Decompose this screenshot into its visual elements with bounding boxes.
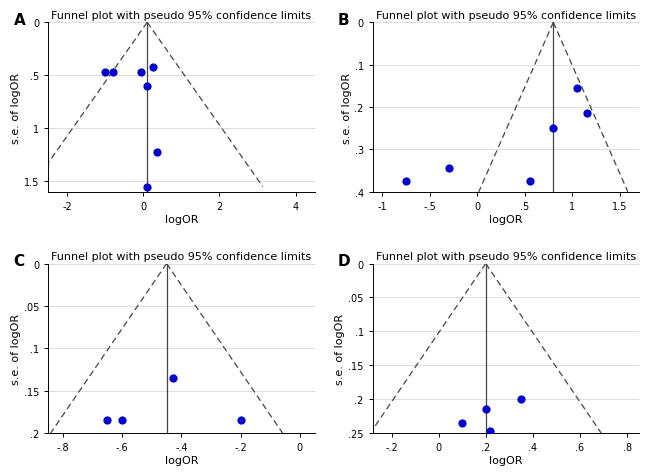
Title: Funnel plot with pseudo 95% confidence limits: Funnel plot with pseudo 95% confidence l…	[51, 252, 311, 262]
Point	[108, 69, 118, 77]
Point	[136, 69, 147, 77]
Point	[148, 64, 158, 71]
Point	[100, 69, 110, 77]
Point	[548, 125, 558, 133]
Title: Funnel plot with pseudo 95% confidence limits: Funnel plot with pseudo 95% confidence l…	[376, 11, 636, 21]
Point	[443, 165, 454, 173]
Point	[516, 396, 526, 403]
Title: Funnel plot with pseudo 95% confidence limits: Funnel plot with pseudo 95% confidence l…	[376, 252, 636, 262]
Text: C: C	[14, 254, 25, 269]
Point	[480, 406, 491, 413]
Y-axis label: s.e. of logOR: s.e. of logOR	[11, 72, 21, 143]
X-axis label: logOR: logOR	[164, 214, 198, 224]
Text: B: B	[338, 13, 350, 28]
Point	[167, 375, 177, 382]
Title: Funnel plot with pseudo 95% confidence limits: Funnel plot with pseudo 95% confidence l…	[51, 11, 311, 21]
Y-axis label: s.e. of logOR: s.e. of logOR	[335, 313, 345, 384]
Point	[235, 416, 246, 424]
Text: D: D	[338, 254, 350, 269]
Text: A: A	[14, 13, 25, 28]
X-axis label: logOR: logOR	[489, 455, 523, 465]
Point	[486, 427, 496, 435]
Point	[525, 178, 535, 186]
Y-axis label: s.e. of logOR: s.e. of logOR	[11, 313, 21, 384]
Point	[117, 416, 127, 424]
Point	[401, 178, 411, 186]
Point	[572, 85, 582, 93]
Point	[142, 83, 152, 90]
Point	[142, 183, 152, 191]
Point	[457, 419, 467, 427]
Y-axis label: s.e. of logOR: s.e. of logOR	[342, 72, 352, 143]
X-axis label: logOR: logOR	[489, 214, 523, 224]
X-axis label: logOR: logOR	[164, 455, 198, 465]
Point	[581, 110, 592, 118]
Point	[102, 416, 112, 424]
Point	[151, 149, 162, 156]
